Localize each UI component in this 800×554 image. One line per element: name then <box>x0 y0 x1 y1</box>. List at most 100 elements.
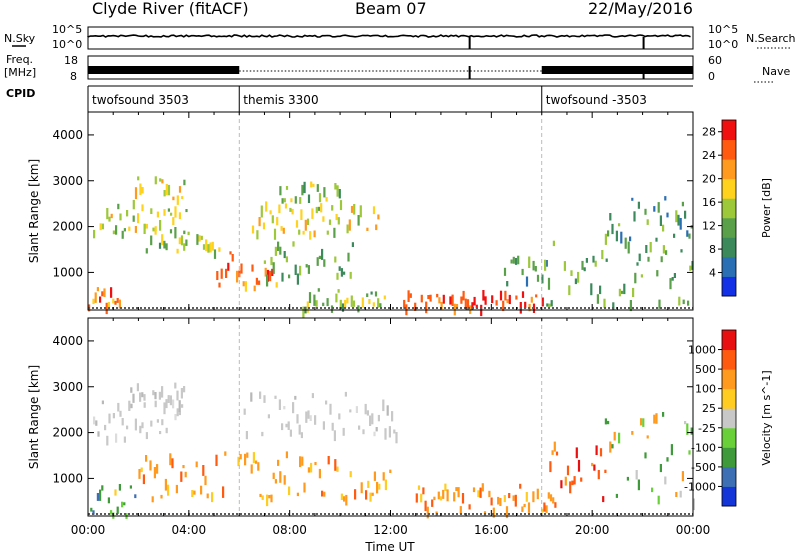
velocity-colorbar-label-6: -500 <box>691 461 716 474</box>
velocity-cell <box>395 432 398 444</box>
power-cell <box>334 183 337 190</box>
power-cell <box>255 277 258 285</box>
velocity-cell <box>274 479 277 484</box>
power-cell <box>159 220 162 231</box>
velocity-cell <box>545 505 548 513</box>
velocity-cell <box>503 495 506 503</box>
power-cell <box>460 296 463 304</box>
power-cell <box>169 229 173 234</box>
velocity-cell <box>130 387 133 393</box>
power-cell <box>530 296 533 303</box>
velocity-cell <box>492 507 495 518</box>
velocity-cell <box>279 471 282 483</box>
power-cell <box>532 260 535 271</box>
power-cell <box>240 263 243 274</box>
velocity-cell <box>468 504 471 510</box>
velocity-cell <box>174 382 177 389</box>
velocity-cell <box>424 500 427 512</box>
velocity-cell <box>653 414 656 424</box>
freq-tick-bottom: 8 <box>70 70 77 83</box>
power-cell <box>123 228 126 232</box>
power-cell <box>290 198 293 203</box>
power-cell <box>264 267 267 277</box>
power-cell <box>534 266 537 272</box>
velocity-cell <box>222 486 225 498</box>
power-cell <box>637 201 640 209</box>
power-cell <box>244 281 247 292</box>
time-tick-label-0: 00:00 <box>71 523 106 537</box>
power-cell <box>662 224 665 232</box>
velocity-cell <box>602 496 605 503</box>
power-cell <box>688 233 691 239</box>
power-cell <box>154 226 157 231</box>
velocity-cell <box>331 422 334 431</box>
power-cell <box>253 285 256 292</box>
velocity-cell <box>329 403 332 415</box>
velocity-cell <box>134 494 137 499</box>
power-cell <box>167 208 170 212</box>
velocity-cell <box>176 408 179 417</box>
nsky-trace <box>87 34 691 49</box>
velocity-cell <box>593 464 596 471</box>
power-cell <box>574 278 577 285</box>
power-cell <box>294 264 297 275</box>
velocity-colorbar-label-7: -1000 <box>684 480 716 493</box>
power-cell <box>504 290 507 301</box>
velocity-cell <box>642 418 645 427</box>
power-cell <box>176 248 179 254</box>
power-cell <box>517 255 520 265</box>
velocity-cell <box>123 502 126 506</box>
power-cell <box>609 213 612 221</box>
power-cell <box>372 206 376 215</box>
velocity-cell <box>182 465 185 469</box>
power-cell <box>621 290 624 294</box>
velocity-cell <box>119 410 122 417</box>
velocity-cell <box>171 458 174 469</box>
power-cell <box>407 290 410 302</box>
velocity-cell <box>101 485 104 491</box>
velocity-cell <box>321 490 324 497</box>
power-cell <box>242 281 245 287</box>
power-cell <box>116 298 119 303</box>
power-cell <box>93 229 96 239</box>
time-axis: 00:00 04:00 08:00 12:00 16:00 20:00 00:00 <box>71 523 711 537</box>
power-cell <box>525 276 529 287</box>
velocity-cell <box>296 414 299 424</box>
velocity-cell <box>499 498 502 506</box>
power-cell <box>338 189 341 199</box>
power-cell <box>110 213 113 219</box>
power-cell <box>623 283 626 295</box>
power-cell <box>326 298 329 307</box>
velocity-cell <box>268 495 271 499</box>
velocity-cell <box>340 493 343 500</box>
power-cell <box>563 261 566 271</box>
velocity-cell <box>169 453 172 466</box>
velocity-cell <box>597 470 600 480</box>
power-cell <box>207 244 210 253</box>
velocity-cell <box>552 497 555 504</box>
power-cell <box>570 270 573 276</box>
power-cell <box>660 256 663 263</box>
nsky-label: N.Sky <box>4 32 36 45</box>
power-cell <box>656 270 659 277</box>
velocity-cell <box>391 411 394 422</box>
cpid-segment-label-1: themis 3300 <box>243 93 318 107</box>
power-cell <box>536 274 540 282</box>
velocity-cell <box>204 475 207 486</box>
velocity-cell <box>106 435 109 446</box>
velocity-cell <box>488 490 491 498</box>
velocity-cell <box>446 489 449 502</box>
power-cell <box>366 293 369 297</box>
power-colorbar-swatch-8 <box>722 120 736 141</box>
power-cell <box>137 213 140 224</box>
power-cell <box>673 233 676 238</box>
velocity-cell <box>123 436 126 443</box>
power-cell <box>112 298 115 304</box>
velocity-cell <box>373 471 376 481</box>
time-tick-label-1: 04:00 <box>172 523 207 537</box>
velocity-echo-region-2 <box>130 382 186 412</box>
power-colorbar-label-2: 12 <box>702 220 716 233</box>
velocity-cell <box>365 490 368 500</box>
power-colorbar-label-1: 8 <box>709 243 716 256</box>
velocity-cell <box>521 506 524 512</box>
